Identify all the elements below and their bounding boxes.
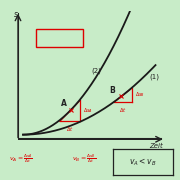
Text: $v_A = \frac{\Delta s_A}{\Delta t}$: $v_A = \frac{\Delta s_A}{\Delta t}$ (9, 152, 33, 165)
Text: $\Delta s_A$: $\Delta s_A$ (83, 106, 93, 115)
Text: A: A (60, 99, 66, 108)
Text: $\Delta s_B$: $\Delta s_B$ (135, 91, 145, 99)
Text: s: s (14, 10, 18, 19)
Text: $a_1 < a_2$: $a_1 < a_2$ (44, 32, 74, 44)
Text: $\Delta t$: $\Delta t$ (66, 125, 74, 133)
Text: $v_B = \frac{\Delta s_B}{\Delta t}$: $v_B = \frac{\Delta s_B}{\Delta t}$ (72, 152, 96, 165)
Text: $\Delta t$: $\Delta t$ (119, 106, 127, 114)
Text: B: B (110, 86, 116, 94)
Bar (36, 29, 83, 47)
Text: Zeit: Zeit (149, 143, 163, 149)
Text: $v_A < v_B$: $v_A < v_B$ (129, 156, 157, 168)
Text: (2): (2) (91, 68, 101, 75)
Text: (1): (1) (149, 74, 159, 80)
